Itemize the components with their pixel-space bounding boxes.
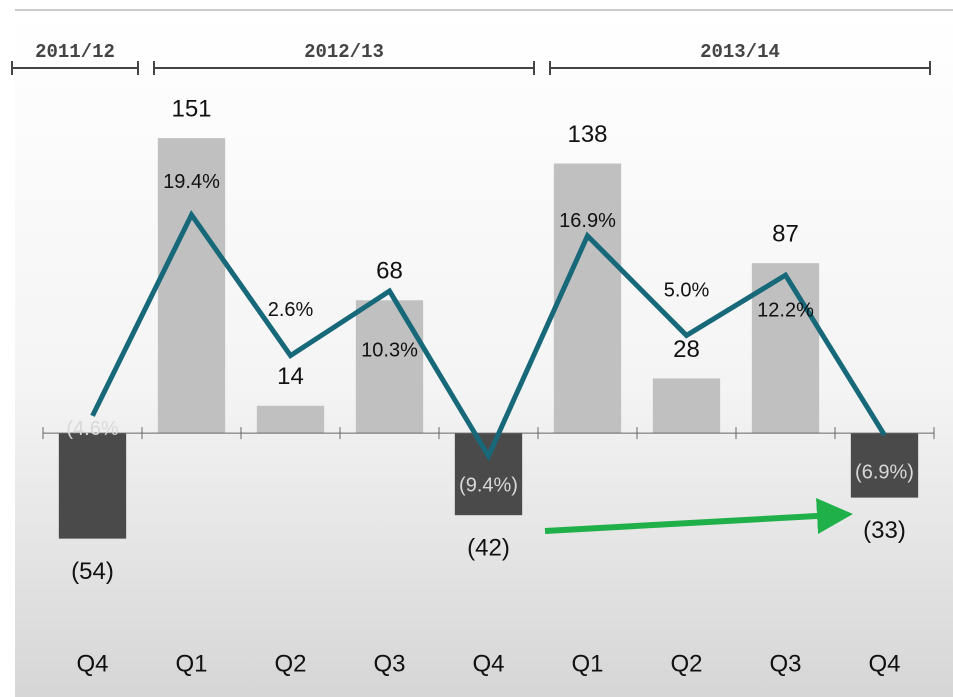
x-tick-label: Q4 — [868, 650, 900, 677]
line — [90, 209, 887, 462]
line-value-label: (9.4%) — [459, 474, 518, 496]
x-tick-label: Q3 — [373, 650, 405, 677]
line-value-label: (6.9%) — [855, 461, 914, 483]
bar-value-label: 28 — [673, 336, 700, 363]
x-tick-label: Q2 — [274, 650, 306, 677]
bar-value-label: 87 — [772, 221, 799, 248]
bar — [454, 433, 523, 516]
bar — [553, 163, 622, 434]
bar — [256, 405, 325, 434]
line-value-label: 19.4% — [163, 171, 220, 193]
bar — [58, 433, 127, 539]
x-tick-label: Q2 — [670, 650, 702, 677]
x-tick-label: Q1 — [175, 650, 207, 677]
x-tick-label: Q3 — [769, 650, 801, 677]
line-value-label: 10.3% — [361, 339, 418, 361]
bar-value-label: (54) — [71, 558, 114, 585]
line-value-label: 2.6% — [268, 299, 314, 321]
bar-value-label: 151 — [171, 95, 211, 122]
bar — [157, 138, 226, 434]
line-value-label: 12.2% — [757, 299, 814, 321]
bar — [652, 378, 721, 434]
bar-value-label: 138 — [567, 121, 607, 148]
group-label: 2011/12 — [35, 41, 115, 63]
trend-arrow — [544, 498, 853, 534]
x-tick-label: Q1 — [571, 650, 603, 677]
bar — [850, 433, 919, 498]
x-tick-label: Q4 — [76, 650, 108, 677]
group-label: 2012/13 — [304, 41, 384, 63]
bar-value-label: (33) — [863, 517, 906, 544]
line-value-label: 16.9% — [559, 210, 616, 232]
bar-value-label: 14 — [277, 363, 304, 390]
bar-value-label: (42) — [467, 535, 510, 562]
bar — [355, 300, 424, 434]
group-label: 2013/14 — [700, 41, 780, 63]
line-value-label: (4.6% — [66, 418, 118, 440]
x-tick-label: Q4 — [472, 650, 504, 677]
bar-value-label: 68 — [376, 258, 403, 285]
line-value-label: 5.0% — [664, 280, 710, 302]
